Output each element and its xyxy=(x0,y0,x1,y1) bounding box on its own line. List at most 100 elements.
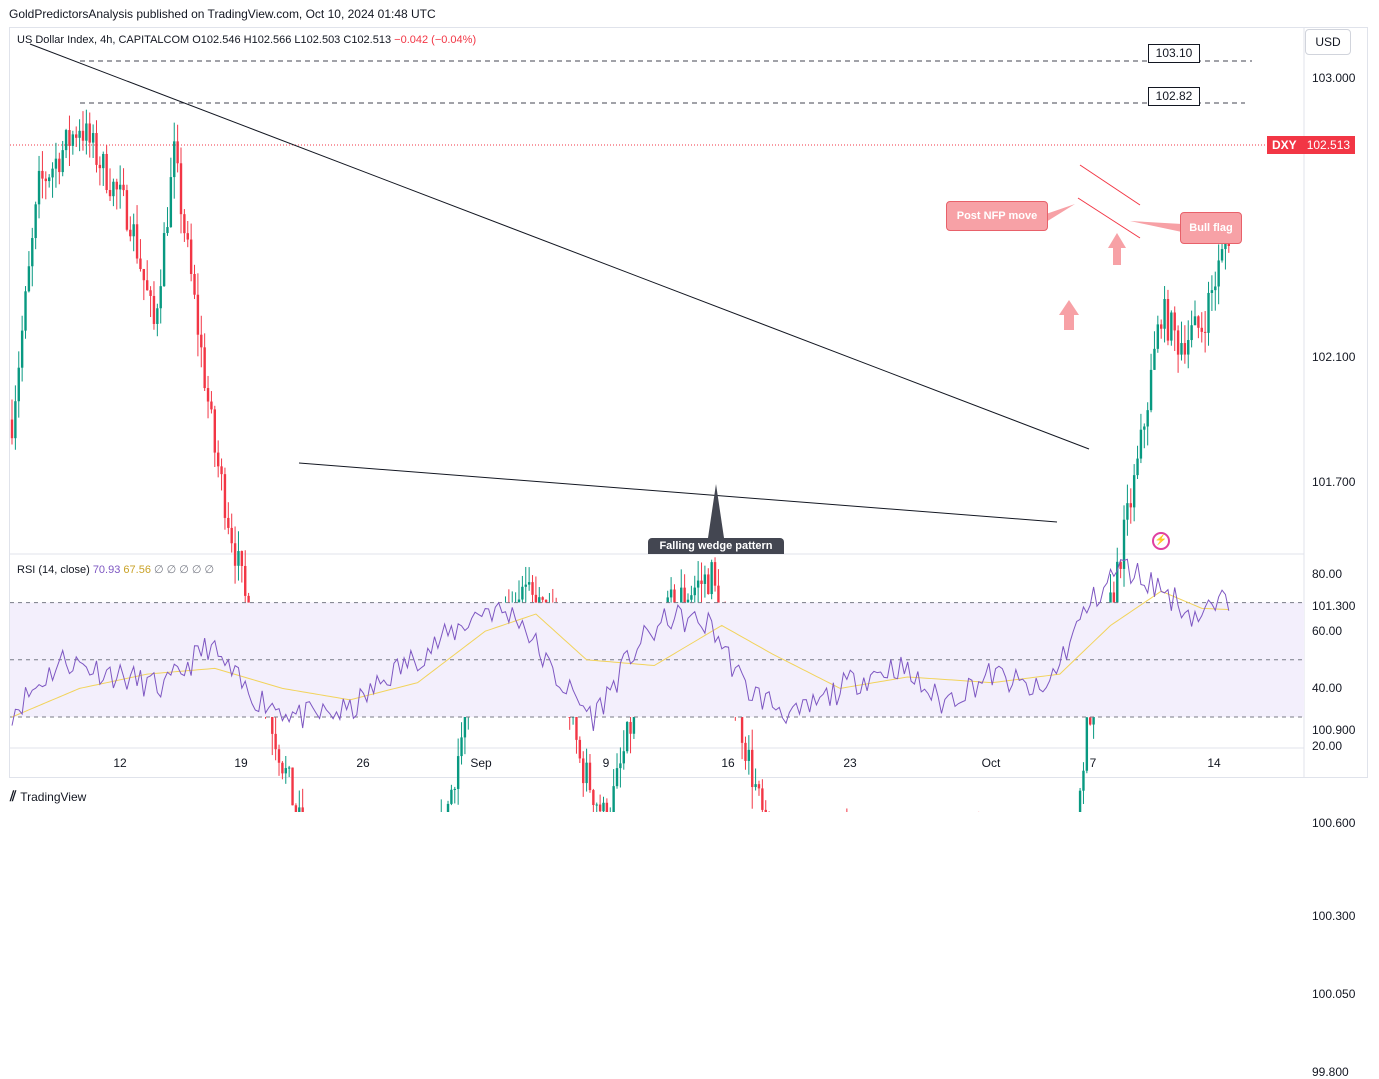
candle-body xyxy=(625,721,629,752)
candle-body xyxy=(632,704,636,734)
candle-body xyxy=(24,291,27,331)
candle-body xyxy=(281,762,284,774)
legend-low: L102.503 xyxy=(294,34,341,46)
candle-body xyxy=(1143,426,1146,430)
candle-body xyxy=(244,565,247,596)
legend-change: −0.042 (−0.04%) xyxy=(394,34,477,46)
candle-body xyxy=(271,715,274,734)
candle-body xyxy=(14,401,17,439)
candle-body xyxy=(1227,243,1230,246)
candle-body xyxy=(460,737,463,757)
candle-body xyxy=(274,733,277,750)
candle-body xyxy=(450,789,453,804)
candle-body xyxy=(1122,519,1126,569)
candle-body xyxy=(68,130,71,146)
price-tick-label: 101.300 xyxy=(1312,598,1356,613)
last-price-value: 102.513 xyxy=(1306,138,1351,152)
candle-body xyxy=(176,141,179,164)
candle-body xyxy=(582,758,585,784)
candle-body xyxy=(301,807,304,812)
candle-body xyxy=(575,709,578,740)
rsi-tick-label: 80.00 xyxy=(1312,567,1343,581)
candle-body xyxy=(1173,312,1176,331)
post-nfp-pointer xyxy=(1046,204,1075,222)
chart-canvas[interactable] xyxy=(0,0,1379,812)
candle-body xyxy=(88,123,91,143)
candle-body xyxy=(703,574,707,584)
candle-body xyxy=(227,517,230,528)
candle-body xyxy=(673,589,676,615)
candle-body xyxy=(629,721,632,734)
candle-body xyxy=(683,587,686,603)
candle-body xyxy=(20,330,24,368)
price-tick-label: 100.300 xyxy=(1312,909,1356,924)
time-tick-label: Oct xyxy=(981,756,1001,770)
price-tick-label: 103.000 xyxy=(1312,71,1356,85)
last-price-tag: DXY 102.513 xyxy=(1267,136,1356,154)
candle-body xyxy=(1210,290,1214,293)
candle-body xyxy=(615,768,619,787)
candle-body xyxy=(58,158,61,173)
candle-body xyxy=(108,189,112,197)
rsi-tick-label: 20.00 xyxy=(1312,738,1343,753)
flag-upper-line xyxy=(1079,164,1141,206)
candle-body xyxy=(1112,592,1116,603)
level-label-103-10: 103.10 xyxy=(1148,44,1200,63)
candle-body xyxy=(54,158,58,169)
candle-body xyxy=(31,238,34,267)
candle-body xyxy=(179,163,183,215)
candle-body xyxy=(524,584,527,587)
bull-flag-callout: Bull flag xyxy=(1180,212,1242,244)
candle-body xyxy=(34,204,37,239)
candle-body xyxy=(531,582,534,595)
candle-body xyxy=(1220,249,1224,261)
candle-body xyxy=(189,239,193,275)
candle-body xyxy=(751,749,754,788)
price-tick-label: 100.600 xyxy=(1312,816,1356,831)
candle-body xyxy=(1193,316,1197,326)
candle-body xyxy=(220,466,223,475)
candle-body xyxy=(135,224,139,259)
candle-body xyxy=(521,586,524,600)
post-nfp-callout: Post NFP move xyxy=(946,201,1048,231)
candle-body xyxy=(287,767,291,769)
candle-body xyxy=(622,751,625,764)
currency-button[interactable]: USD xyxy=(1305,29,1351,55)
candle-body xyxy=(102,153,105,169)
candle-body xyxy=(291,767,294,806)
candle-body xyxy=(707,574,710,595)
candle-body xyxy=(277,749,281,763)
candle-body xyxy=(47,177,51,182)
candle-body xyxy=(1078,790,1082,812)
candle-body xyxy=(446,803,450,812)
candle-body xyxy=(98,164,102,169)
wedge-label-pointer xyxy=(708,484,724,538)
candle-body xyxy=(216,452,220,467)
rsi-tick-label: 60.00 xyxy=(1312,624,1343,639)
replay-icon[interactable]: ⚡ xyxy=(1152,532,1170,550)
candle-body xyxy=(1197,316,1200,328)
bull-flag-pointer xyxy=(1130,221,1182,232)
candle-body xyxy=(213,409,216,453)
candle-body xyxy=(1126,503,1129,520)
rsi-band xyxy=(10,602,1304,717)
legend-open: O102.546 xyxy=(192,34,241,46)
candle-body xyxy=(696,580,700,588)
candle-body xyxy=(1170,312,1173,341)
candle-body xyxy=(230,527,233,544)
candle-body xyxy=(17,367,20,402)
candle-body xyxy=(37,170,41,205)
candle-body xyxy=(169,177,173,228)
candle-body xyxy=(41,170,44,179)
rsi-legend-extra: ∅ ∅ ∅ ∅ ∅ xyxy=(154,564,215,576)
up-arrow-icon xyxy=(1059,300,1079,330)
candle-body xyxy=(129,229,132,237)
candle-body xyxy=(578,739,582,759)
candle-body xyxy=(1136,458,1139,476)
price-legend: US Dollar Index, 4h, CAPITALCOM O102.546… xyxy=(17,34,476,46)
time-tick-label: 12 xyxy=(113,756,127,770)
candle-body xyxy=(173,141,176,178)
flag-lower-line xyxy=(1077,197,1141,239)
candle-body xyxy=(61,150,64,173)
candle-body xyxy=(1149,369,1153,411)
